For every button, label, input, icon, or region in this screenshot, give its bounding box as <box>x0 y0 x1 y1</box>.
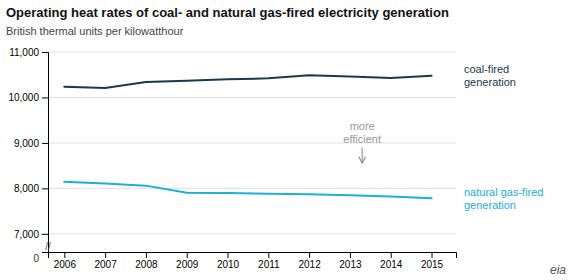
x-tick-label: 2013 <box>339 259 362 270</box>
x-tick-label: 2007 <box>94 259 117 270</box>
series-line <box>64 182 431 199</box>
x-tick: 2013 <box>339 252 362 270</box>
x-tick-label: 2012 <box>298 259 321 270</box>
x-axis: 2006 2007 2008 2009 2010 2011 2012 2013 2014 2015 <box>49 252 457 270</box>
subtitle: British thermal units per kilowatthour <box>6 25 184 37</box>
x-tick-mark <box>432 252 433 258</box>
annotation-arrow <box>362 147 363 163</box>
y-tick-label: 7,000 <box>14 229 39 240</box>
x-tick-mark <box>268 252 269 258</box>
y-tick-mark <box>42 143 48 144</box>
y-tick-label: 9,000 <box>14 138 39 149</box>
x-tick: 2006 <box>54 252 77 270</box>
x-tick-mark <box>105 252 106 258</box>
x-tick: 2014 <box>380 252 403 270</box>
x-tick: 2009 <box>176 252 199 270</box>
grid <box>48 52 456 234</box>
y-tick-mark <box>42 52 48 53</box>
axis-break: // <box>45 241 51 252</box>
lines <box>64 75 431 198</box>
x-tick-label: 2010 <box>217 259 240 270</box>
series-label: coal-firedgeneration <box>464 63 516 88</box>
series-line <box>64 75 431 88</box>
x-tick-label: 2006 <box>54 259 77 270</box>
y-tick-label: 11,000 <box>9 47 39 58</box>
y-axis: 7,000 8,000 9,000 10,000 11,000 <box>8 47 48 253</box>
x-tick-label: 2008 <box>135 259 158 270</box>
x-tick: 2008 <box>135 252 158 270</box>
y-tick-label: 8,000 <box>14 183 39 194</box>
x-tick-label: 2009 <box>176 259 199 270</box>
x-tick: 2012 <box>298 252 321 270</box>
x-tick-label: 2014 <box>380 259 403 270</box>
x-tick: 2010 <box>217 252 240 270</box>
x-tick: 2015 <box>421 252 444 270</box>
y-tick: 11,000 <box>9 47 48 58</box>
y-tick: 8,000 <box>14 183 48 194</box>
y-tick-mark <box>42 234 48 235</box>
y-axis-line <box>42 53 49 253</box>
logo: eia <box>550 263 566 277</box>
x-tick: 2007 <box>94 252 117 270</box>
title: Operating heat rates of coal- and natura… <box>6 5 449 20</box>
x-tick-mark <box>187 252 188 258</box>
grid-line <box>48 188 456 189</box>
y-tick-mark <box>42 97 48 98</box>
grid-line <box>48 233 456 234</box>
x-tick-label: 2011 <box>258 259 280 270</box>
y-tick: 10,000 <box>8 92 48 103</box>
chart: Operating heat rates of coal- and natura… <box>0 0 574 280</box>
x-tick-mark <box>64 252 65 258</box>
x-tick-label: 2015 <box>421 259 444 270</box>
axis-break-label: 0 <box>33 253 39 264</box>
x-tick-mark <box>146 252 147 258</box>
x-tick-mark <box>391 252 392 258</box>
x-tick-mark <box>228 252 229 258</box>
annotation: moreefficient <box>343 120 381 145</box>
grid-line <box>48 97 456 98</box>
x-tick-mark <box>350 252 351 258</box>
grid-line <box>48 142 456 143</box>
x-axis-line <box>49 253 457 259</box>
x-tick-mark <box>309 252 310 258</box>
x-tick: 2011 <box>258 252 280 270</box>
plot: 7,0008,0009,00010,00011,0002006200720082… <box>8 47 543 270</box>
y-tick: 9,000 <box>14 138 48 149</box>
grid-line <box>48 52 456 53</box>
y-tick-mark <box>42 188 48 189</box>
y-tick-label: 10,000 <box>8 92 39 103</box>
y-tick: 7,000 <box>14 229 48 240</box>
series-label: natural gas-firedgeneration <box>464 186 544 211</box>
